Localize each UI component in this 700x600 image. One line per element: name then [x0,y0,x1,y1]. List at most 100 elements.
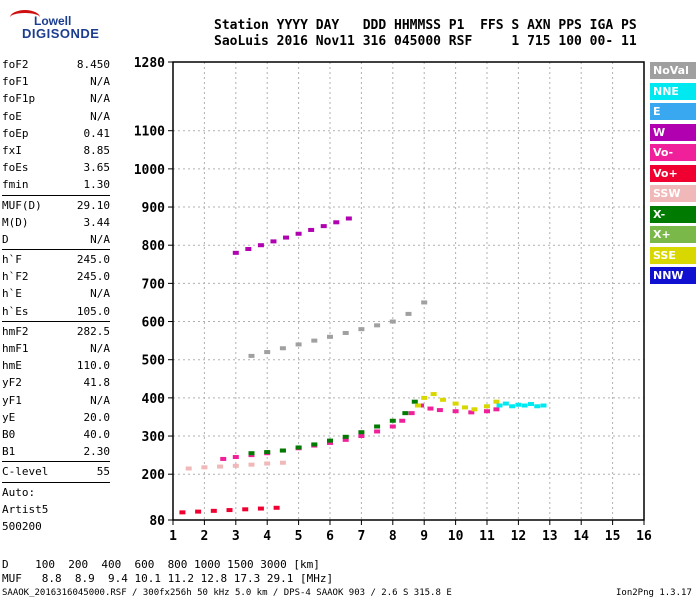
param-value: 8.85 [83,143,111,157]
param-row-fxi: fxI 8.85 [2,142,110,159]
data-point-x [402,411,409,416]
param-value: N/A [90,109,110,123]
param-row-hme: hmE 110.0 [2,357,110,374]
data-point-vo [399,418,406,423]
param-row-hf2: h`F2 245.0 [2,268,110,285]
legend-item-nne: NNE [650,82,696,100]
footer-distance-row: D 100 200 400 600 800 1000 1500 3000 [km… [2,558,320,571]
data-point-vo [484,409,490,414]
param-value: N/A [90,287,110,301]
data-point-ssw [248,462,255,467]
data-point-sse [430,392,437,397]
param-value: 1.30 [83,178,111,192]
logo-line2: DIGISONDE [22,26,100,41]
y-tick-label: 1100 [134,125,165,140]
data-point-nne [496,403,503,408]
param-row-b0: B0 40.0 [2,426,110,443]
param-key: yF1 [2,393,22,407]
param-value: 3.44 [83,215,111,229]
data-point-nne [515,402,522,407]
param-key: h`F2 [2,270,29,284]
data-point-vo [242,507,249,512]
param-key: foF1 [2,75,29,89]
param-value: 3.65 [83,161,111,175]
data-point-vo [468,410,475,415]
param-value: 245.0 [76,253,110,267]
legend-item-w: W [650,123,696,141]
data-point-vo [452,409,459,414]
param-key: h`E [2,287,22,301]
param-row-md: M(D) 3.44 [2,214,110,231]
data-point-noval [264,350,271,355]
param-row-fof2: foF2 8.450 [2,56,110,73]
data-point-w [295,231,302,236]
param-key: fxI [2,143,22,157]
param-key: D [2,232,9,246]
param-value: 20.0 [83,410,111,424]
data-point-ssw [217,464,224,469]
data-point-sse [462,405,469,410]
footer-file-info: SAAOK_2016316045000.RSF / 300fx256h 50 k… [2,588,452,598]
autoscale-line: Auto: [2,485,36,499]
x-tick-label: 2 [200,529,208,544]
param-value: N/A [90,75,110,89]
param-value: N/A [90,92,110,106]
data-point-nne [502,401,509,406]
x-tick-label: 4 [263,529,271,544]
param-key: foEp [2,126,29,140]
param-value: 41.8 [83,376,111,390]
param-value: N/A [90,232,110,246]
legend-item-noval: NoVal [650,62,696,79]
data-point-w [320,224,327,229]
data-point-x [411,399,418,404]
data-point-x [374,424,381,429]
data-point-nne [509,404,516,409]
param-value: 55 [96,465,110,479]
y-tick-label: 800 [142,239,166,254]
data-point-sse [452,401,459,406]
data-point-nne [540,403,547,408]
data-point-w [232,250,239,255]
autoscale-line: Artist5 [2,502,49,516]
legend-item-vo: Vo- [650,144,696,161]
data-point-sse [471,407,478,412]
y-tick-label: 700 [142,277,166,292]
param-row-hes: h`Es 105.0 [2,303,110,320]
y-tick-label: 1280 [134,56,165,71]
data-point-x [279,448,286,453]
param-row-fof1: foF1 N/A [2,73,110,90]
data-point-x [264,450,271,455]
x-tick-label: 1 [169,529,177,544]
data-point-x [327,438,333,443]
data-point-vo [273,505,280,510]
data-point-x [342,434,349,439]
param-row-hmf1: hmF1 N/A [2,340,110,357]
param-key: B0 [2,427,16,441]
data-point-noval [279,346,286,351]
data-point-vo [257,506,264,511]
plot-frame [172,61,645,521]
data-point-vo [427,406,434,411]
param-key: C-level [2,465,49,479]
data-point-vo [226,508,233,513]
param-key: yF2 [2,376,22,390]
param-row-hmf2: hmF2 282.5 [2,323,110,340]
param-row-fmin: fmin 1.30 [2,176,110,193]
data-point-nne [534,404,541,409]
param-row-ye: yE 20.0 [2,409,110,426]
data-point-ssw [185,466,192,471]
data-point-noval [248,353,255,358]
data-point-ssw [232,463,239,468]
data-point-vo [389,424,396,429]
param-value: N/A [90,342,110,355]
data-point-w [345,216,352,221]
y-tick-label: 80 [149,514,165,529]
data-point-noval [389,319,396,324]
footer-muf-row: MUF 8.8 8.9 9.4 10.1 11.2 12.8 17.3 29.1… [2,572,334,585]
data-point-w [270,239,277,244]
param-value: 0.41 [83,126,111,140]
param-row-mufd: MUF(D) 29.10 [2,197,110,214]
param-key: fmin [2,178,29,192]
param-row-clevel: C-level 55 [2,463,110,480]
